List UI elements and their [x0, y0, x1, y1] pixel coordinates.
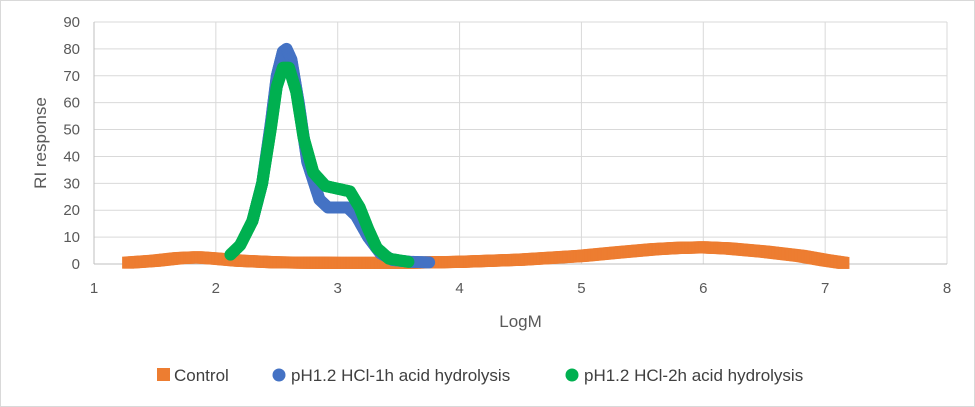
x-tick-label: 7 — [821, 280, 829, 297]
axes: 0 10 20 30 40 50 60 70 80 90 1 2 3 4 5 6 7 8 — [63, 14, 951, 297]
legend-marker — [272, 368, 286, 382]
gridlines — [94, 21, 948, 264]
legend-label: Control — [174, 366, 229, 385]
x-tick-label: 1 — [90, 280, 98, 297]
series-3 — [224, 61, 415, 268]
x-tick-label: 5 — [577, 280, 585, 297]
data-point — [423, 256, 436, 269]
legend-marker — [565, 368, 579, 382]
x-tick-label: 4 — [455, 280, 463, 297]
legend-item: pH1.2 HCl-2h acid hydrolysis — [565, 366, 803, 385]
y-tick-label: 50 — [63, 122, 80, 139]
x-tick-label: 3 — [334, 280, 342, 297]
y-tick-label: 70 — [63, 68, 80, 85]
legend-label: pH1.2 HCl-2h acid hydrolysis — [584, 366, 803, 385]
series-marks — [122, 42, 850, 269]
y-tick-label: 30 — [63, 175, 80, 192]
y-tick-label: 10 — [63, 229, 80, 246]
data-point — [402, 255, 415, 268]
x-tick-label: 8 — [943, 280, 951, 297]
series-1 — [122, 241, 850, 269]
y-tick-label: 90 — [63, 14, 80, 31]
legend-marker — [157, 368, 170, 381]
y-axis-title: RI response — [31, 97, 50, 189]
x-tick-label: 2 — [212, 280, 220, 297]
legend-item: Control — [157, 366, 229, 385]
legend-item: pH1.2 HCl-1h acid hydrolysis — [272, 366, 510, 385]
y-tick-label: 60 — [63, 95, 80, 112]
data-point — [837, 256, 850, 269]
y-tick-label: 40 — [63, 148, 80, 165]
y-tick-label: 0 — [72, 256, 80, 273]
x-axis-title: LogM — [499, 312, 542, 331]
x-tick-label: 6 — [699, 280, 707, 297]
y-tick-label: 80 — [63, 41, 80, 58]
legend: Control pH1.2 HCl-1h acid hydrolysis pH1.2… — [157, 366, 803, 385]
y-tick-label: 20 — [63, 202, 80, 219]
legend-label: pH1.2 HCl-1h acid hydrolysis — [291, 366, 510, 385]
